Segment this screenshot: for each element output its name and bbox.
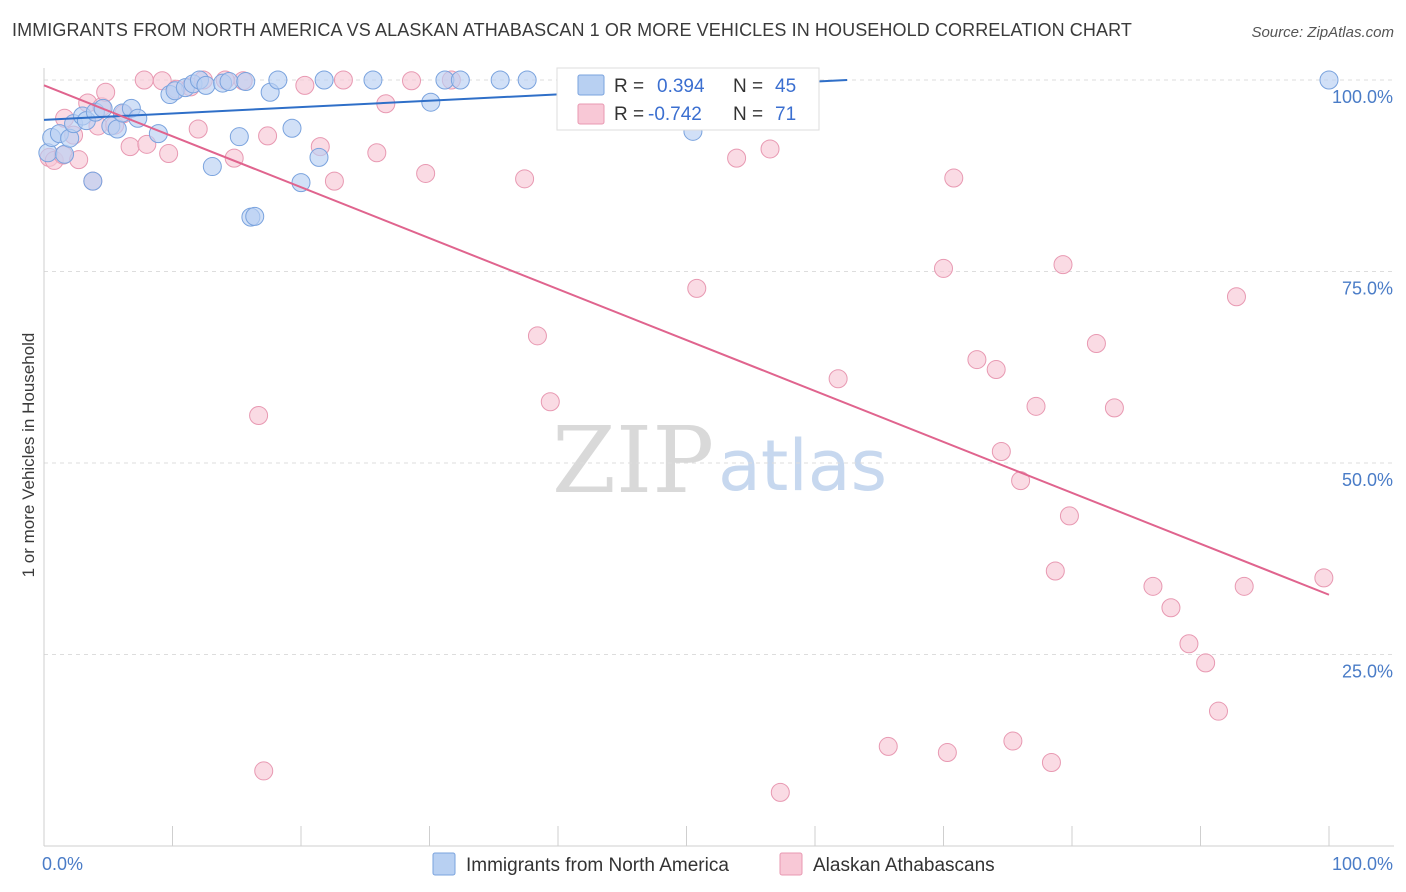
point-athabascans bbox=[1226, 287, 1246, 307]
point-immigrants bbox=[421, 92, 441, 112]
point-athabascans bbox=[134, 70, 154, 90]
point-athabascans bbox=[727, 148, 747, 168]
point-immigrants bbox=[363, 70, 383, 90]
point-immigrants bbox=[245, 206, 265, 226]
point-athabascans bbox=[333, 70, 353, 90]
point-athabascans bbox=[828, 369, 848, 389]
stats-blue-swatch bbox=[577, 74, 605, 96]
point-athabascans bbox=[934, 258, 953, 278]
stats-pink-r-value: -0.742 bbox=[648, 104, 702, 125]
axes: 25.0% 50.0% 75.0% 100.0% bbox=[43, 68, 1394, 847]
point-athabascans bbox=[120, 137, 140, 157]
point-athabascans bbox=[515, 169, 535, 189]
stats-blue-r-value: 0.394 bbox=[657, 76, 705, 97]
point-athabascans bbox=[402, 71, 422, 91]
point-athabascans bbox=[1045, 561, 1065, 581]
point-athabascans bbox=[1179, 634, 1199, 654]
point-immigrants bbox=[55, 144, 75, 164]
point-athabascans bbox=[770, 782, 790, 802]
point-athabascans bbox=[967, 350, 987, 370]
point-immigrants bbox=[490, 70, 510, 90]
point-immigrants bbox=[309, 147, 329, 167]
point-immigrants bbox=[83, 171, 103, 191]
legend-swatch-athabascans bbox=[779, 852, 803, 876]
legend: Immigrants from North America Alaskan At… bbox=[432, 852, 995, 876]
point-athabascans bbox=[527, 326, 547, 346]
point-immigrants bbox=[314, 70, 334, 90]
point-athabascans bbox=[367, 143, 387, 163]
point-athabascans bbox=[1314, 568, 1334, 588]
point-athabascans bbox=[1059, 506, 1079, 526]
point-athabascans bbox=[1104, 398, 1124, 418]
point-athabascans bbox=[760, 139, 780, 159]
point-athabascans bbox=[878, 736, 898, 756]
point-immigrants bbox=[219, 72, 239, 92]
point-athabascans bbox=[1003, 731, 1023, 751]
watermark-zip: ZIP bbox=[552, 407, 714, 514]
y-tick-label-25: 25.0% bbox=[1342, 662, 1393, 682]
stats-blue-n-value: 45 bbox=[775, 76, 796, 97]
point-athabascans bbox=[687, 278, 707, 298]
data-points bbox=[38, 70, 1339, 802]
point-athabascans bbox=[991, 442, 1011, 462]
point-athabascans bbox=[159, 144, 179, 164]
y-tick-label-75: 75.0% bbox=[1342, 279, 1393, 299]
stats-blue-r-label: R = bbox=[614, 76, 644, 97]
point-immigrants bbox=[450, 70, 470, 90]
legend-label-athabascans: Alaskan Athabascans bbox=[813, 855, 995, 876]
y-axis-label: 1 or more Vehicles in Household bbox=[19, 333, 38, 578]
stats-pink-r-label: R = bbox=[614, 104, 644, 125]
point-immigrants bbox=[517, 70, 537, 90]
point-immigrants bbox=[282, 118, 302, 138]
chart-title: IMMIGRANTS FROM NORTH AMERICA VS ALASKAN… bbox=[12, 20, 1132, 40]
point-athabascans bbox=[1041, 753, 1061, 773]
point-immigrants bbox=[236, 72, 256, 92]
point-athabascans bbox=[96, 82, 116, 102]
point-athabascans bbox=[540, 392, 560, 412]
point-athabascans bbox=[986, 360, 1006, 380]
stats-box: R = 0.394 N = 45 R = -0.742 N = 71 bbox=[556, 67, 820, 131]
point-immigrants bbox=[229, 127, 249, 147]
y-tick-label-100: 100.0% bbox=[1332, 87, 1393, 107]
point-immigrants bbox=[268, 70, 288, 90]
point-athabascans bbox=[254, 761, 274, 781]
point-athabascans bbox=[1143, 576, 1163, 596]
x-tick-label-min: 0.0% bbox=[42, 854, 83, 874]
point-athabascans bbox=[1196, 653, 1216, 673]
legend-swatch-immigrants bbox=[432, 852, 456, 876]
point-athabascans bbox=[1234, 576, 1254, 596]
point-immigrants bbox=[202, 157, 222, 177]
source-attribution: Source: ZipAtlas.com bbox=[1251, 24, 1394, 41]
stats-pink-n-value: 71 bbox=[775, 104, 796, 125]
point-athabascans bbox=[1161, 598, 1181, 618]
point-athabascans bbox=[295, 75, 315, 95]
point-athabascans bbox=[1208, 701, 1228, 721]
point-athabascans bbox=[1053, 255, 1073, 275]
watermark-atlas: atlas bbox=[718, 425, 887, 507]
point-athabascans bbox=[249, 406, 269, 426]
point-athabascans bbox=[944, 168, 964, 188]
stats-pink-swatch bbox=[577, 103, 605, 125]
point-athabascans bbox=[1026, 396, 1046, 416]
point-athabascans bbox=[937, 743, 957, 763]
stats-pink-n-label: N = bbox=[733, 104, 763, 125]
x-tick-label-max: 100.0% bbox=[1332, 854, 1393, 874]
point-athabascans bbox=[324, 171, 344, 191]
point-immigrants bbox=[1319, 70, 1339, 90]
trend-line-athabascans bbox=[43, 84, 1330, 596]
legend-label-immigrants: Immigrants from North America bbox=[466, 855, 729, 876]
y-tick-label-50: 50.0% bbox=[1342, 470, 1393, 490]
point-immigrants bbox=[107, 119, 127, 139]
point-athabascans bbox=[1086, 334, 1106, 354]
stats-blue-n-label: N = bbox=[733, 76, 763, 97]
point-athabascans bbox=[258, 126, 278, 146]
point-immigrants bbox=[196, 75, 216, 95]
point-athabascans bbox=[416, 163, 436, 183]
point-athabascans bbox=[188, 119, 208, 139]
